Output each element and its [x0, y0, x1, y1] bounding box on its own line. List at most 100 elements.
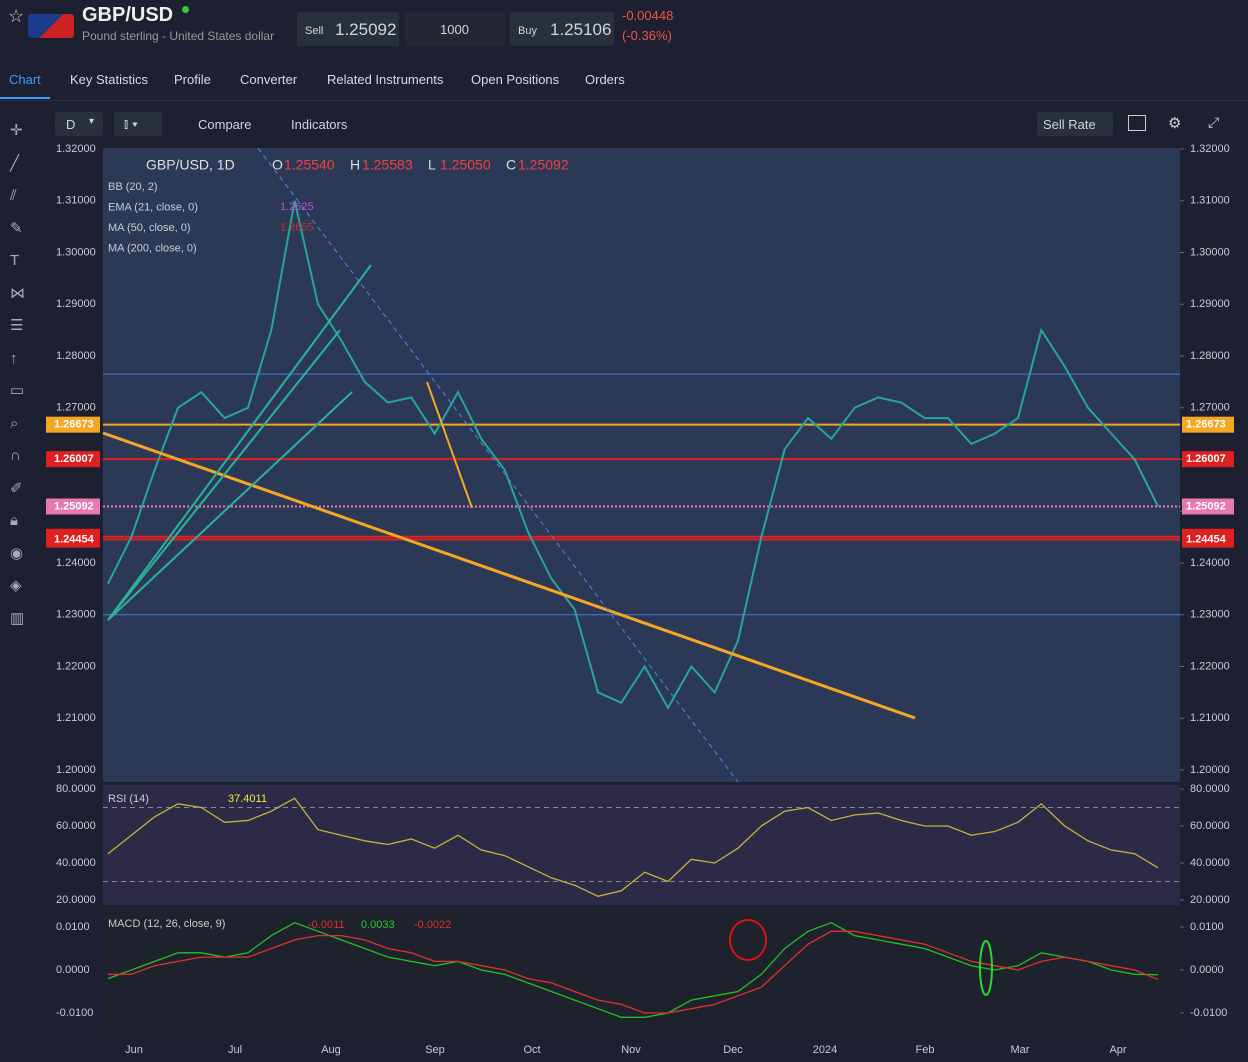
x-tick-label: Aug — [321, 1044, 341, 1056]
status-dot — [182, 6, 189, 13]
interval-select[interactable]: D ▾ — [55, 112, 103, 136]
series-line — [107, 200, 1159, 710]
quantity: 1000 — [440, 22, 469, 37]
trendline — [257, 147, 739, 783]
x-tick-label: Feb — [916, 1044, 935, 1056]
y-tick-label: 1.24000 — [1190, 557, 1230, 569]
annotation-circle — [979, 940, 993, 996]
x-tick-label: Sep — [425, 1044, 445, 1056]
y-tick-label: 0.0100 — [1190, 921, 1224, 933]
level-label: 1.24454 — [1186, 533, 1227, 545]
indicator-name: BB (20, 2) — [108, 181, 158, 193]
tab[interactable]: Orders — [585, 72, 625, 87]
sell-label: Sell — [305, 25, 324, 37]
change: -0.00448 — [622, 8, 674, 23]
drawing-tools[interactable]: ✛ ╱ ⫽ ✎ T ⋈ ☰ ↑ ▭ ⌕ ∩ ✐ 🔒︎ ◉ ◈ ▥ — [10, 122, 25, 627]
rate-select[interactable]: Sell Rate — [1037, 112, 1113, 136]
ohlc-value: 1.25050 — [440, 157, 491, 173]
trendline — [102, 431, 916, 720]
y-tick-label: 1.21000 — [1190, 712, 1230, 724]
change-pct: (-0.36%) — [622, 28, 672, 43]
screenshot-button[interactable] — [1128, 115, 1146, 131]
indicator-name: EMA (21, close, 0) — [108, 201, 198, 213]
x-tick-label: Apr — [1109, 1044, 1126, 1056]
level-label: 1.26007 — [54, 453, 94, 465]
y-tick-label: 0.0100 — [56, 921, 90, 933]
y-tick-label: 20.0000 — [1190, 894, 1230, 906]
y-tick-label: 1.30000 — [56, 246, 96, 258]
tab[interactable]: Converter — [240, 72, 298, 87]
fullscreen-button[interactable]: ⤢ — [1208, 114, 1220, 130]
indicator-value: 1.2625 — [280, 201, 314, 213]
panel-title: GBP/USD, 1D — [146, 157, 235, 173]
ohlc-name: H — [350, 157, 360, 173]
y-tick-label: 40.0000 — [56, 857, 96, 869]
y-tick-label: 1.21000 — [56, 712, 96, 724]
y-tick-label: 1.24000 — [56, 557, 96, 569]
description: Pound sterling - United States dollar — [82, 29, 275, 43]
macd-reading: -0.0022 — [414, 919, 451, 931]
y-tick-label: 80.0000 — [1190, 783, 1230, 795]
level-tag — [1182, 451, 1234, 468]
level-label: 1.26007 — [1186, 453, 1226, 465]
rate: Sell Rate — [1043, 117, 1096, 132]
x-tick-label: Jul — [228, 1044, 242, 1056]
level-tag — [1182, 498, 1234, 515]
icons[interactable]: ☆ — [8, 6, 25, 26]
level-tag — [46, 451, 100, 468]
y-tick-label: 0.0000 — [56, 964, 90, 976]
y-tick-label: -0.0100 — [56, 1007, 93, 1019]
quantity-input[interactable]: 1000 — [405, 12, 505, 46]
tab[interactable]: Related Instruments — [327, 72, 444, 87]
ohlc-value: 1.25092 — [518, 157, 569, 173]
trendline — [426, 381, 473, 509]
tab[interactable]: Profile — [174, 72, 211, 87]
level-tag — [46, 531, 100, 548]
buy-button[interactable]: Buy 1.25106 — [510, 12, 614, 46]
x-tick-label: Oct — [523, 1044, 540, 1056]
ohlc-name: O — [272, 157, 283, 173]
y-tick-label: 1.32000 — [56, 143, 96, 155]
y-tick-label: 40.0000 — [1190, 857, 1230, 869]
indicator-name: MA (50, close, 0) — [108, 222, 191, 234]
ohlc-value: 1.25583 — [362, 157, 413, 173]
y-tick-label: 1.27000 — [56, 402, 96, 414]
y-tick-label: 1.32000 — [1190, 143, 1230, 155]
macd-reading: 0.0033 — [361, 919, 395, 931]
tab[interactable]: Key Statistics — [70, 72, 149, 87]
buy-price: 1.25106 — [550, 20, 612, 39]
y-tick-label: 60.0000 — [1190, 820, 1230, 832]
fan-line — [107, 264, 372, 621]
flag — [28, 14, 74, 38]
interval: D — [66, 117, 76, 132]
indicators[interactable]: Indicators — [291, 117, 348, 132]
divider — [0, 100, 1248, 101]
panel-title: RSI (14) — [108, 793, 149, 805]
y-tick-label: 1.30000 — [1190, 246, 1230, 258]
x-tick-label: Mar — [1011, 1044, 1030, 1056]
tab[interactable]: Open Positions — [471, 72, 560, 87]
y-tick-label: -0.0100 — [1190, 1007, 1227, 1019]
sell-button[interactable]: Sell 1.25092 — [297, 12, 399, 46]
level-label: 1.25092 — [54, 500, 94, 512]
level-label: 1.26673 — [54, 419, 94, 431]
ohlc-name: C — [506, 157, 516, 173]
ohlc-name: L — [428, 157, 436, 173]
y-tick-label: 1.20000 — [56, 764, 96, 776]
level-tag — [46, 498, 100, 515]
series-line — [108, 930, 1159, 1014]
panel — [103, 910, 1180, 1038]
y-tick-label: 20.0000 — [56, 894, 96, 906]
compare[interactable]: Compare — [198, 117, 252, 132]
tab[interactable]: Chart — [9, 72, 41, 87]
rsi-value: 37.4011 — [228, 793, 267, 805]
y-tick-label: 1.22000 — [56, 660, 96, 672]
indicator-name: MA (200, close, 0) — [108, 242, 197, 254]
settings-button[interactable]: ⚙ — [1168, 115, 1182, 132]
chart-type[interactable]: ⫾ ▾ — [114, 112, 162, 136]
y-tick-label: 1.31000 — [56, 195, 96, 207]
x-tick-label: Jun — [125, 1044, 143, 1056]
annotation-circle — [729, 919, 767, 961]
panel — [103, 148, 1180, 782]
